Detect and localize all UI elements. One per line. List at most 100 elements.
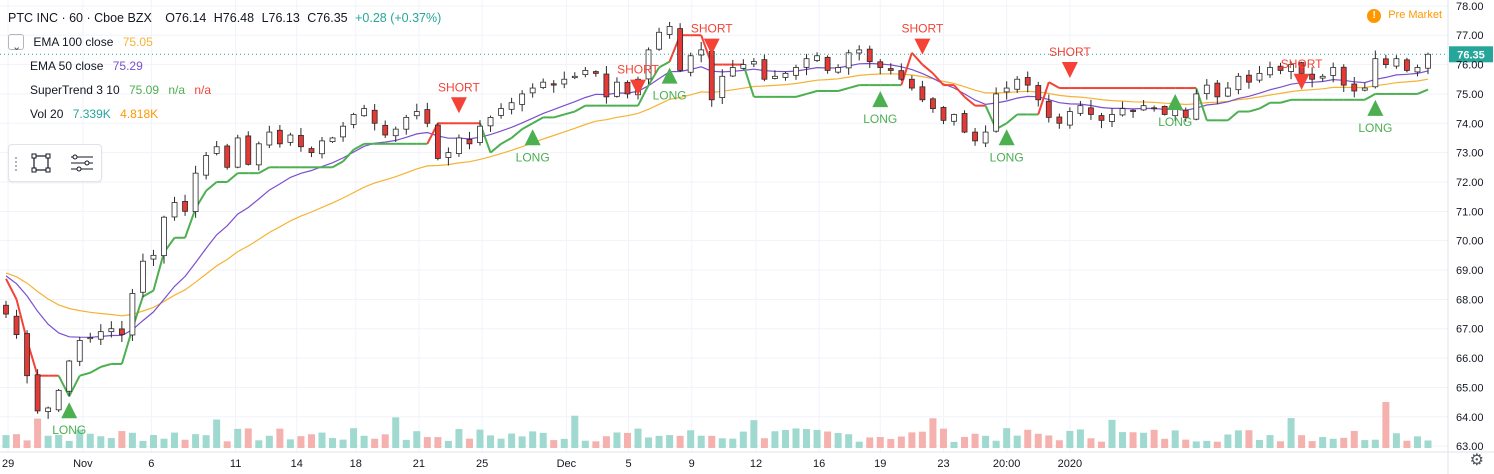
candle-body [1382,58,1389,65]
supertrend-segment [1195,87,1208,121]
y-tick-label: 72.00 [1456,177,1484,189]
short-signal-label: SHORT [1049,45,1091,59]
collapse-icon[interactable] [8,33,24,50]
candle-body [224,145,231,168]
volume-bar [149,435,157,448]
volume-bar [687,430,695,448]
long-signal-arrow [61,402,78,419]
y-tick-label: 78.00 [1456,1,1484,13]
volume-bar [803,429,811,448]
candle-body [1224,87,1231,97]
candle-body [645,49,652,80]
candle-body [1256,72,1263,81]
x-tick-label: 12 [750,458,762,470]
supertrend-segment [89,366,102,374]
volume-bar [13,434,21,448]
volume-ma-value: 4.818K [120,107,159,121]
candle-body [814,55,820,61]
candle-body [1066,111,1073,126]
candle-body [1056,116,1063,124]
candle-body [498,108,504,116]
volume-bar [508,433,516,448]
symbol-title[interactable]: PTC INC · 60 · Cboe BZX [8,11,152,25]
candle-body [993,93,1000,132]
volume-bar [118,431,126,448]
x-tick-label: 2020 [1058,458,1082,470]
x-tick-label: 29 [2,458,14,470]
candle-body [45,407,52,412]
short-signal-arrow [1061,62,1078,79]
volume-bar [360,435,368,448]
candle-body [266,131,273,146]
volume-bar [350,428,358,448]
volume-bar [1382,402,1390,448]
candle-body [24,333,30,377]
candle-body [1098,115,1105,121]
menu-lines-icon[interactable] [69,151,93,175]
indicator-ema50[interactable]: EMA 50 close 75.29 [8,54,441,78]
supertrend-segment [1258,101,1271,110]
volume-bar [739,431,747,448]
candle-body [287,134,294,143]
candle-body [824,56,831,71]
candle-body [371,109,378,124]
candle-body [951,114,957,122]
supertrend-segment [658,60,671,69]
drag-handle-icon[interactable] [15,157,19,171]
rectangle-tool-icon[interactable] [29,151,53,175]
pre-market-badge[interactable]: ! Pre Market [1367,9,1442,23]
volume-bar [128,432,136,448]
volume-bar [1340,437,1348,448]
supertrend-segment [1048,81,1060,89]
volume-bar [1140,432,1148,448]
volume-bar [676,435,684,448]
supertrend-segment [79,371,91,377]
candle-body [614,81,620,97]
candle-body [782,72,789,78]
supertrend-segment [900,52,913,86]
candle-body [1014,78,1021,90]
candle-body [340,125,346,138]
volume-bar [497,438,505,448]
candle-body [350,114,357,125]
volume-bar [1350,430,1358,448]
volume-bar [750,420,758,448]
supertrend-segment [332,160,344,169]
volume-bar [602,436,610,448]
volume-bar [918,431,926,448]
supertrend-segment [637,84,650,107]
candle-body [803,58,810,68]
ema100-label: EMA 100 close [33,35,114,49]
indicator-supertrend[interactable]: SuperTrend 3 10 75.09 n/a n/a [8,78,441,102]
supertrend-segment [806,90,818,95]
candle-body [161,216,167,257]
candle-body [1393,58,1400,67]
candle-body [445,152,452,158]
indicator-ema100[interactable]: EMA 100 close 75.05 [8,30,441,54]
volume-bar [1150,429,1158,448]
candle-body [1214,82,1221,98]
candle-body [108,328,115,333]
volume-bar [192,434,200,448]
candle-body [118,328,125,335]
candle-body [456,137,462,155]
volume-bar [381,434,389,448]
gear-icon[interactable]: ⚙ [1469,452,1484,469]
y-tick-label: 69.00 [1456,265,1484,277]
short-signal-label: SHORT [902,22,944,36]
volume-bar [1245,430,1253,448]
long-signal-arrow [524,129,541,146]
volume-bar [65,440,73,448]
indicator-volume[interactable]: Vol 20 7.339K 4.818K [8,102,441,126]
candle-body [656,31,662,50]
candle-body [930,98,936,109]
short-signal-arrow [914,38,931,55]
candle-body [276,129,283,145]
candle-body [982,131,989,144]
candle-body [1404,59,1410,71]
volume-bar [961,436,969,448]
volume-bar [223,441,231,448]
candle-body [129,293,136,336]
volume-bar [244,428,252,448]
